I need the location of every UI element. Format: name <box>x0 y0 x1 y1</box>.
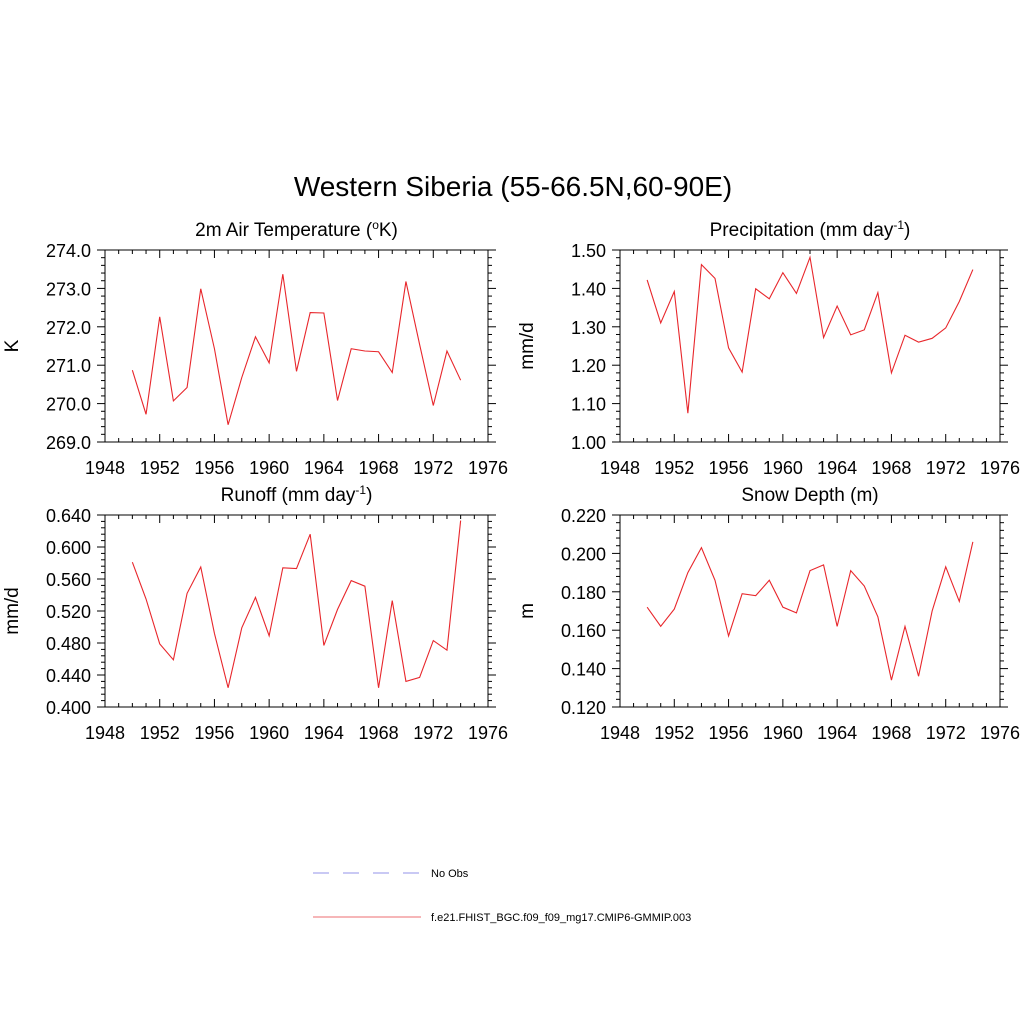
precipitation-xtick-label: 1956 <box>709 458 749 478</box>
temperature-xtick-label: 1972 <box>413 458 453 478</box>
snow-depth-xtick-label: 1972 <box>926 723 966 743</box>
temperature-ytick-label: 271.0 <box>46 356 91 376</box>
snow-depth-ytick-label: 0.120 <box>561 698 606 718</box>
precipitation-ytick-label: 1.50 <box>571 241 606 261</box>
temperature-title: 2m Air Temperature (oK) <box>195 218 398 241</box>
runoff-ytick-label: 0.480 <box>46 634 91 654</box>
snow-depth-ytick-label: 0.180 <box>561 583 606 603</box>
precipitation-xtick-label: 1976 <box>980 458 1020 478</box>
legend: No Obs f.e21.FHIST_BGC.f09_f09_mg17.CMIP… <box>313 868 691 924</box>
runoff-ytick-label: 0.520 <box>46 602 91 622</box>
temperature-xtick-label: 1964 <box>304 458 344 478</box>
snow-depth-ytick-label: 0.220 <box>561 506 606 526</box>
runoff-xtick-label: 1972 <box>413 723 453 743</box>
runoff-ytick-label: 0.560 <box>46 570 91 590</box>
temperature-ytick-label: 273.0 <box>46 279 91 299</box>
snow-depth-xtick-label: 1948 <box>600 723 640 743</box>
runoff-ylabel: mm/d <box>2 587 23 635</box>
snow-depth-ytick-label: 0.140 <box>561 660 606 680</box>
precipitation-xtick-label: 1972 <box>926 458 966 478</box>
precipitation-title: Precipitation (mm day-1) <box>710 218 911 241</box>
runoff-ytick-label: 0.600 <box>46 538 91 558</box>
snow-depth-xtick-label: 1952 <box>654 723 694 743</box>
snow-depth-xtick-label: 1960 <box>763 723 803 743</box>
runoff-title: Runoff (mm day-1) <box>221 483 373 506</box>
runoff-ytick-label: 0.640 <box>46 506 91 526</box>
runoff-xtick-label: 1952 <box>140 723 180 743</box>
snow-depth-xtick-label: 1968 <box>871 723 911 743</box>
precipitation-plot-frame <box>619 249 1001 443</box>
chart-temperature: 2m Air Temperature (oK) 1948 1952 1956 1960 1… <box>2 218 508 478</box>
precipitation-ytick-label: 1.10 <box>571 395 606 415</box>
chart-snow-depth: Snow Depth (m) 1948 1952 1956 1960 1964 1968 19… <box>517 485 1020 743</box>
chart-panels: 2m Air Temperature (oK) 1948 1952 1956 1960 1… <box>2 218 1020 743</box>
runoff-series-line <box>131 520 462 688</box>
temperature-xtick-label: 1968 <box>359 458 399 478</box>
precipitation-series-line <box>646 255 974 414</box>
precipitation-xtick-label: 1948 <box>600 458 640 478</box>
precipitation-ytick-label: 1.20 <box>571 356 606 376</box>
runoff-xtick-label: 1960 <box>249 723 289 743</box>
precipitation-ytick-label: 1.30 <box>571 318 606 338</box>
snow-depth-xtick-label: 1956 <box>709 723 749 743</box>
temperature-ytick-label: 274.0 <box>46 241 91 261</box>
temperature-series-line <box>131 274 462 425</box>
temperature-ylabel: K <box>2 339 23 352</box>
snow-depth-title: Snow Depth (m) <box>741 485 878 506</box>
temperature-plot-frame <box>104 249 489 443</box>
temperature-ytick-label: 270.0 <box>46 395 91 415</box>
temperature-ytick-label: 272.0 <box>46 318 91 338</box>
precipitation-ytick-label: 1.40 <box>571 279 606 299</box>
precipitation-xtick-label: 1968 <box>871 458 911 478</box>
chart-runoff: Runoff (mm day-1) 1948 1952 1956 1960 1964 196… <box>2 483 508 743</box>
temperature-xtick-label: 1956 <box>194 458 234 478</box>
snow-depth-xtick-label: 1964 <box>817 723 857 743</box>
snow-depth-ytick-label: 0.160 <box>561 621 606 641</box>
figure-title: Western Siberia (55-66.5N,60-90E) <box>294 171 732 202</box>
snow-depth-ylabel: m <box>517 603 538 619</box>
runoff-ytick-label: 0.440 <box>46 666 91 686</box>
runoff-xtick-label: 1956 <box>194 723 234 743</box>
runoff-ytick-label: 0.400 <box>46 698 91 718</box>
snow-depth-plot-frame <box>619 514 1001 708</box>
snow-depth-ytick-label: 0.200 <box>561 544 606 564</box>
legend-model-label: f.e21.FHIST_BGC.f09_f09_mg17.CMIP6-GMMIP… <box>431 912 691 924</box>
temperature-xtick-label: 1960 <box>249 458 289 478</box>
temperature-xtick-label: 1952 <box>140 458 180 478</box>
legend-no-obs-label: No Obs <box>431 868 469 880</box>
runoff-plot-frame <box>104 514 489 708</box>
precipitation-ytick-label: 1.00 <box>571 433 606 453</box>
precipitation-xtick-label: 1960 <box>763 458 803 478</box>
runoff-xtick-label: 1964 <box>304 723 344 743</box>
temperature-xtick-label: 1976 <box>468 458 508 478</box>
chart-precipitation: Precipitation (mm day-1) 1948 1952 1956 1960… <box>517 218 1020 478</box>
temperature-ytick-label: 269.0 <box>46 433 91 453</box>
runoff-xtick-label: 1976 <box>468 723 508 743</box>
snow-depth-xtick-label: 1976 <box>980 723 1020 743</box>
precipitation-xtick-label: 1952 <box>654 458 694 478</box>
snow-depth-series-line <box>646 541 974 681</box>
temperature-xtick-label: 1948 <box>85 458 125 478</box>
precipitation-ylabel: mm/d <box>517 322 538 370</box>
runoff-xtick-label: 1968 <box>359 723 399 743</box>
precipitation-xtick-label: 1964 <box>817 458 857 478</box>
runoff-xtick-label: 1948 <box>85 723 125 743</box>
